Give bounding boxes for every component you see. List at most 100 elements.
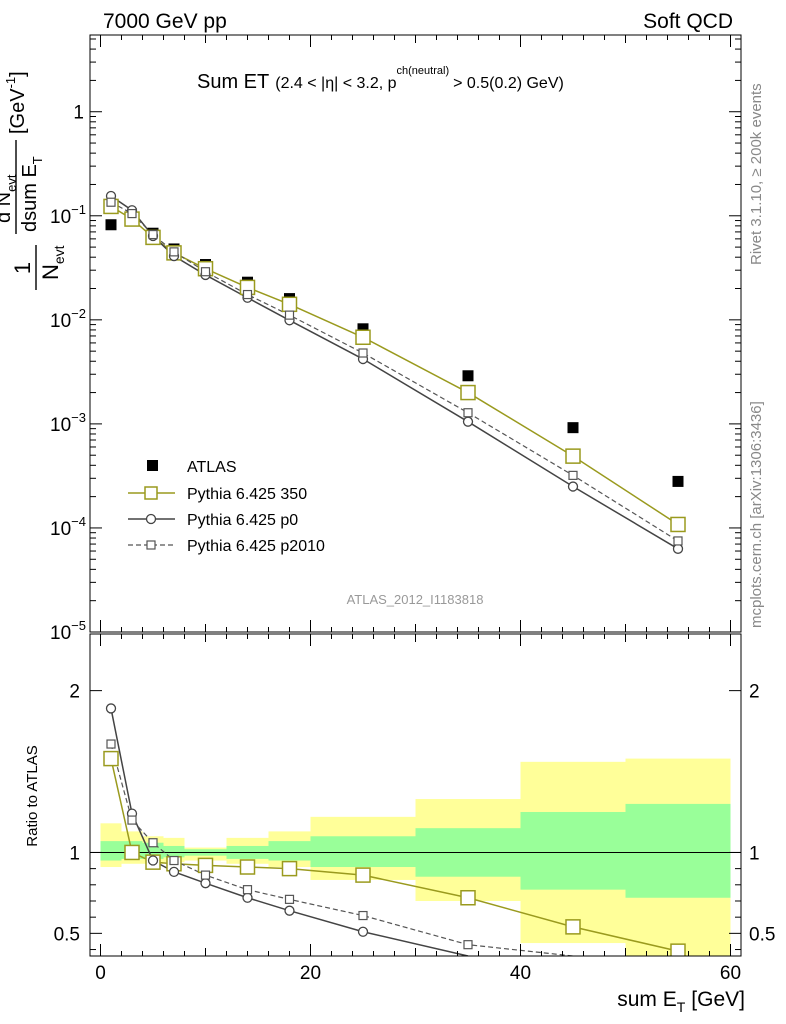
uncertainty-band-stat	[163, 845, 185, 858]
plot-title-sup: ch(neutral)	[397, 65, 450, 77]
point-pythia-6-425-p2010	[568, 470, 578, 480]
x-tick-label: 0	[95, 963, 106, 984]
point-pythia-6-425-350	[460, 384, 476, 401]
uncertainty-band-stat	[268, 841, 311, 861]
rivet-label: Rivet 3.1.10, ≥ 200k events	[748, 83, 765, 265]
ratio-y-tick-label-right: 2	[749, 682, 760, 703]
ratio-point-pythia-6-425-p2010	[200, 870, 211, 880]
ratio-point-pythia-6-425-p0	[284, 905, 295, 916]
uncertainty-band-stat	[625, 803, 731, 898]
mcplots-label: mcplots.cern.ch [arXiv:1306:3436]	[748, 401, 765, 628]
main-axis-ticks: 10−5 10−4 10−3 10−2 10−1 1	[50, 35, 741, 644]
ratio-point-pythia-6-425-350	[124, 844, 140, 861]
legend-marker-350	[144, 486, 158, 500]
ratio-point-pythia-6-425-p0	[242, 892, 253, 903]
plot-title: Sum ET (2.4 < |η| < 3.2, pch(neutral)> 0.…	[197, 65, 564, 93]
ratio-point-pythia-6-425-p0	[357, 926, 369, 937]
ratio-point-pythia-6-425-p2010	[242, 885, 253, 895]
plot-title-sub1: (2.4 < |η| < 3.2, p	[275, 75, 396, 92]
plot-title-main: Sum ET	[197, 71, 269, 93]
ratio-point-pythia-6-425-p0	[200, 878, 211, 889]
point-pythia-6-425-350	[355, 329, 371, 346]
uncertainty-band-stat	[310, 836, 416, 868]
ratio-axis-ticks: 0.5 0.51 12 20 20 40 60	[54, 634, 775, 984]
point-pythia-6-425-p2010	[169, 247, 179, 257]
x-tick-label: 40	[510, 963, 531, 984]
ratio-panel: 0.5 0.51 12 20 20 40 60 Ratio to ATLAS	[24, 633, 775, 984]
legend: ATLAS Pythia 6.425 350 Pythia 6.425 p0 P…	[128, 459, 325, 555]
ratio-point-pythia-6-425-p0	[168, 866, 180, 878]
y-tick-label: 10−4	[50, 514, 86, 540]
ratio-line-pythia-6-425-p2010	[110, 743, 574, 956]
point-pythia-6-425-p2010	[200, 267, 211, 277]
ratio-y-tick-label-right: 0.5	[749, 924, 775, 945]
legend-label-atlas: ATLAS	[187, 459, 237, 476]
x-tick-label: 20	[300, 963, 321, 984]
legend-label-p2010: Pythia 6.425 p2010	[187, 538, 325, 555]
ratio-point-pythia-6-425-p2010	[106, 739, 116, 749]
series-line-pythia-6-425-350	[110, 205, 679, 526]
ratio-y-tick-label-left: 1	[69, 843, 80, 864]
point-pythia-6-425-350	[565, 448, 581, 464]
ylabel-unit: [GeV-1]	[3, 71, 29, 134]
y-axis-label-ratio: Ratio to ATLAS	[24, 745, 41, 846]
header-left: 7000 GeV pp	[103, 10, 227, 33]
ratio-point-pythia-6-425-p0	[105, 703, 117, 714]
point-atlas	[105, 219, 117, 231]
y-tick-label: 10−2	[50, 306, 86, 332]
plot-title-sub2: > 0.5(0.2) GeV)	[453, 75, 564, 92]
ratio-y-tick-label-right: 1	[749, 843, 760, 864]
point-pythia-6-425-p2010	[242, 289, 253, 300]
ratio-point-pythia-6-425-p0	[147, 855, 159, 866]
legend-label-p0: Pythia 6.425 p0	[187, 512, 298, 529]
ratio-point-pythia-6-425-350	[197, 857, 214, 874]
point-atlas	[672, 475, 684, 487]
main-panel: 10−5 10−4 10−3 10−2 10−1 1 Sum ET (2.4 < |η| <…	[0, 34, 742, 644]
ratio-point-pythia-6-425-350	[281, 860, 298, 877]
analysis-id: ATLAS_2012_I1183818	[347, 592, 484, 607]
ratio-y-tick-label-left: 0.5	[54, 924, 80, 945]
ratio-point-pythia-6-425-p2010	[127, 815, 137, 825]
ratio-point-pythia-6-425-350	[103, 750, 119, 767]
ratio-point-pythia-6-425-p2010	[463, 940, 473, 950]
y-tick-label: 10−1	[50, 202, 86, 228]
point-pythia-6-425-p2010	[358, 348, 368, 358]
point-pythia-6-425-p2010	[284, 310, 295, 320]
y-tick-label: 10−3	[50, 410, 86, 436]
point-pythia-6-425-p2010	[673, 536, 683, 546]
main-plot-marks	[103, 190, 686, 554]
ratio-point-pythia-6-425-350	[670, 943, 686, 956]
legend-marker-atlas	[147, 460, 158, 471]
ratio-point-pythia-6-425-p2010	[169, 855, 179, 866]
ratio-point-pythia-6-425-p2010	[284, 894, 295, 904]
ratio-point-pythia-6-425-p2010	[358, 910, 368, 921]
uncertainty-band-stat	[100, 841, 122, 861]
ratio-point-pythia-6-425-350	[460, 889, 476, 906]
point-pythia-6-425-350	[670, 516, 686, 533]
y-axis-label-main: 1 Nevt d Nevt dsum ET [GeV-1]	[0, 71, 67, 290]
point-pythia-6-425-p2010	[106, 197, 116, 207]
point-atlas	[357, 323, 369, 335]
ylabel-frac-den: Nevt	[38, 245, 67, 280]
header-right: Soft QCD	[643, 10, 733, 33]
point-pythia-6-425-350	[281, 296, 298, 313]
point-pythia-6-425-p0	[567, 481, 579, 492]
point-atlas	[462, 370, 474, 382]
ratio-plot-marks	[90, 703, 741, 956]
y-tick-label: 1	[73, 103, 84, 124]
ratio-point-pythia-6-425-350	[355, 867, 371, 883]
point-pythia-6-425-p2010	[463, 408, 473, 418]
point-pythia-6-425-p0	[462, 416, 474, 427]
x-tick-label: 60	[720, 963, 741, 984]
uncertainty-band-stat	[520, 811, 626, 890]
point-pythia-6-425-p2010	[148, 229, 158, 240]
ratio-point-pythia-6-425-350	[239, 859, 256, 875]
ylabel-frac-num: 1	[10, 262, 35, 274]
point-pythia-6-425-p0	[672, 543, 684, 554]
y-tick-label: 10−5	[50, 618, 86, 644]
ylabel-den: dsum ET	[19, 156, 45, 232]
legend-marker-p0	[145, 513, 157, 525]
series-line-pythia-6-425-p2010	[110, 201, 679, 542]
ylabel-num: d Nevt	[0, 174, 19, 223]
